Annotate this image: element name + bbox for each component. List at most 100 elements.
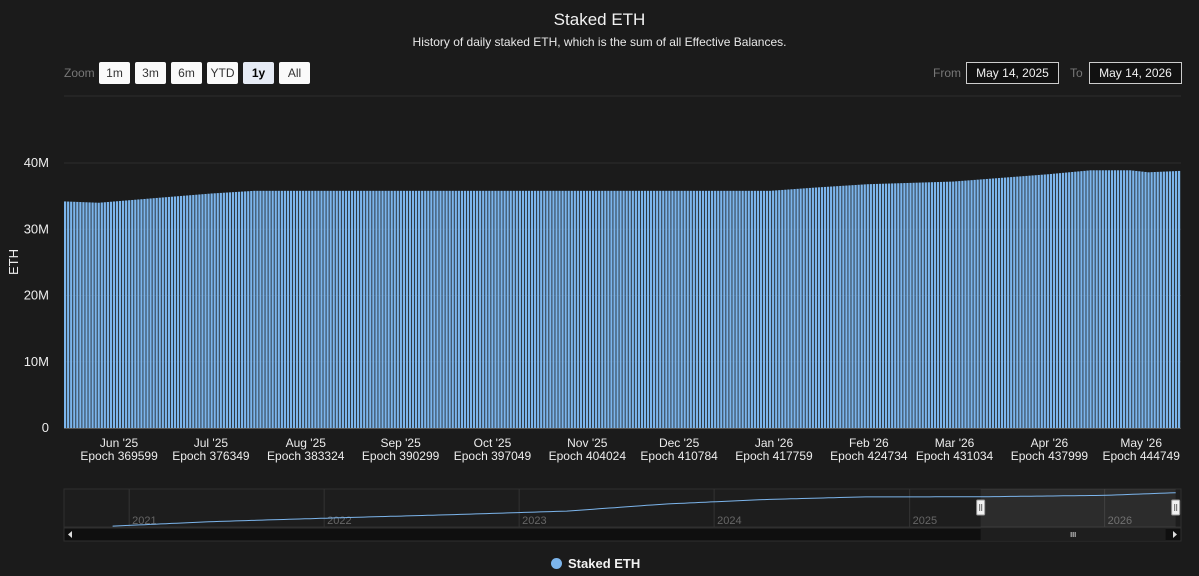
bar[interactable] (707, 190, 711, 428)
bar[interactable] (268, 190, 271, 428)
bar[interactable] (997, 178, 1001, 428)
bar[interactable] (976, 179, 979, 428)
bar[interactable] (543, 190, 546, 428)
bar[interactable] (1016, 176, 1019, 428)
bar[interactable] (1098, 170, 1101, 429)
bar[interactable] (381, 190, 384, 428)
bar[interactable] (729, 190, 732, 428)
bar[interactable] (112, 201, 116, 428)
bar[interactable] (234, 191, 238, 428)
bar[interactable] (228, 192, 232, 428)
bar[interactable] (170, 196, 174, 428)
bar[interactable] (598, 190, 601, 428)
bar[interactable] (320, 190, 323, 428)
bar[interactable] (759, 190, 763, 428)
bar[interactable] (698, 190, 702, 428)
bar[interactable] (872, 184, 876, 428)
bar[interactable] (1129, 170, 1132, 429)
bar[interactable] (979, 179, 982, 428)
bar[interactable] (302, 190, 305, 428)
bar[interactable] (1034, 175, 1037, 428)
bar[interactable] (167, 196, 171, 428)
bar[interactable] (527, 190, 531, 428)
bar[interactable] (134, 199, 137, 428)
bar[interactable] (363, 190, 366, 428)
bar[interactable] (408, 190, 412, 428)
zoom-1y-button[interactable]: 1y (243, 62, 274, 84)
bar[interactable] (506, 190, 509, 428)
bar[interactable] (67, 201, 70, 428)
bar[interactable] (189, 195, 192, 428)
legend-item-staked-eth[interactable]: Staked ETH (551, 556, 640, 571)
bar[interactable] (939, 181, 943, 428)
scrollbar-track[interactable] (63, 527, 1182, 542)
bar[interactable] (463, 190, 467, 428)
bar[interactable] (262, 190, 265, 428)
bar[interactable] (82, 202, 85, 428)
bar[interactable] (140, 199, 143, 428)
bar[interactable] (613, 190, 616, 428)
bar[interactable] (1107, 170, 1110, 429)
bar[interactable] (106, 201, 109, 428)
bar[interactable] (891, 183, 894, 428)
bar[interactable] (396, 190, 399, 428)
bar[interactable] (460, 190, 463, 428)
bar[interactable] (466, 190, 470, 428)
bar[interactable] (195, 194, 198, 428)
bar[interactable] (1095, 170, 1098, 429)
bar[interactable] (414, 190, 418, 428)
bar[interactable] (1123, 170, 1126, 429)
bar[interactable] (1132, 170, 1135, 428)
bar[interactable] (1052, 173, 1056, 428)
bar[interactable] (323, 190, 326, 428)
bar[interactable] (427, 190, 430, 428)
bar[interactable] (1003, 177, 1007, 428)
bar[interactable] (158, 197, 161, 428)
bar[interactable] (991, 178, 995, 428)
bar[interactable] (1061, 172, 1065, 428)
bar[interactable] (747, 190, 750, 428)
bar[interactable] (793, 189, 796, 428)
bar[interactable] (579, 190, 583, 428)
bar[interactable] (121, 200, 125, 428)
bar[interactable] (445, 190, 448, 428)
bar[interactable] (378, 190, 381, 428)
bar[interactable] (878, 183, 882, 428)
bar[interactable] (765, 190, 769, 428)
bar[interactable] (131, 199, 134, 428)
scroll-right-arrow-icon[interactable] (1173, 531, 1177, 538)
bar[interactable] (1147, 172, 1150, 428)
bar[interactable] (253, 190, 256, 428)
bar[interactable] (512, 190, 515, 428)
bar[interactable] (836, 186, 839, 428)
bar[interactable] (860, 184, 863, 428)
bar[interactable] (183, 195, 186, 428)
bar[interactable] (591, 190, 595, 428)
bar[interactable] (521, 190, 525, 428)
bar[interactable] (820, 187, 824, 428)
bar[interactable] (753, 190, 756, 428)
bar[interactable] (964, 180, 967, 428)
bar[interactable] (353, 190, 357, 428)
bar[interactable] (244, 191, 247, 428)
bar[interactable] (1043, 174, 1046, 429)
bar[interactable] (1028, 175, 1031, 428)
bar[interactable] (814, 187, 818, 428)
bar[interactable] (176, 196, 180, 428)
bar[interactable] (549, 190, 552, 428)
bar[interactable] (689, 190, 692, 428)
bar[interactable] (402, 190, 406, 428)
bar[interactable] (1080, 171, 1083, 428)
bar[interactable] (424, 190, 427, 428)
bar[interactable] (1165, 171, 1168, 429)
bar[interactable] (656, 190, 659, 428)
bar[interactable] (1065, 172, 1068, 428)
bar[interactable] (115, 201, 119, 428)
bar[interactable] (628, 190, 631, 428)
bar[interactable] (683, 190, 686, 428)
bar[interactable] (717, 190, 720, 428)
bar[interactable] (533, 190, 537, 428)
bar[interactable] (958, 181, 961, 428)
bar[interactable] (311, 190, 314, 428)
bar[interactable] (942, 181, 946, 428)
